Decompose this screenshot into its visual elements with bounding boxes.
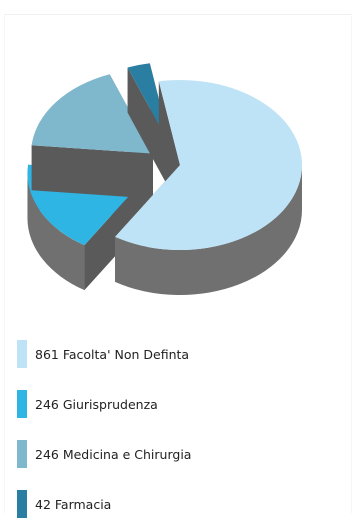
legend-label: 246 Giurisprudenza [35, 396, 158, 412]
pie-slice-side [127, 67, 171, 192]
pie-slice-side [31, 145, 153, 199]
pie-slice [115, 80, 302, 295]
pie-chart [27, 63, 302, 295]
pie-slice-top [115, 80, 302, 251]
legend-item: 246 Giurisprudenza [17, 388, 158, 420]
legend-item: 246 Medicina e Chirurgia [17, 438, 191, 470]
pie-slice-top [31, 74, 153, 154]
pie-slice [31, 74, 153, 199]
legend-label: 861 Facolta' Non Definta [35, 346, 190, 362]
pie-slice-wall [115, 165, 302, 295]
pie-slice-wall [27, 173, 85, 291]
legend-label: 246 Medicina e Chirurgia [35, 446, 192, 462]
legend-swatch [17, 490, 27, 518]
legend-swatch [17, 440, 27, 468]
chart-frame [4, 14, 352, 513]
legend-item: 42 Farmacia [17, 488, 111, 520]
legend-swatch [17, 390, 27, 418]
legend-label: 42 Farmacia [35, 496, 112, 512]
legend-item: 861 Facolta' Non Definta [17, 338, 189, 370]
legend-swatch [17, 340, 27, 368]
